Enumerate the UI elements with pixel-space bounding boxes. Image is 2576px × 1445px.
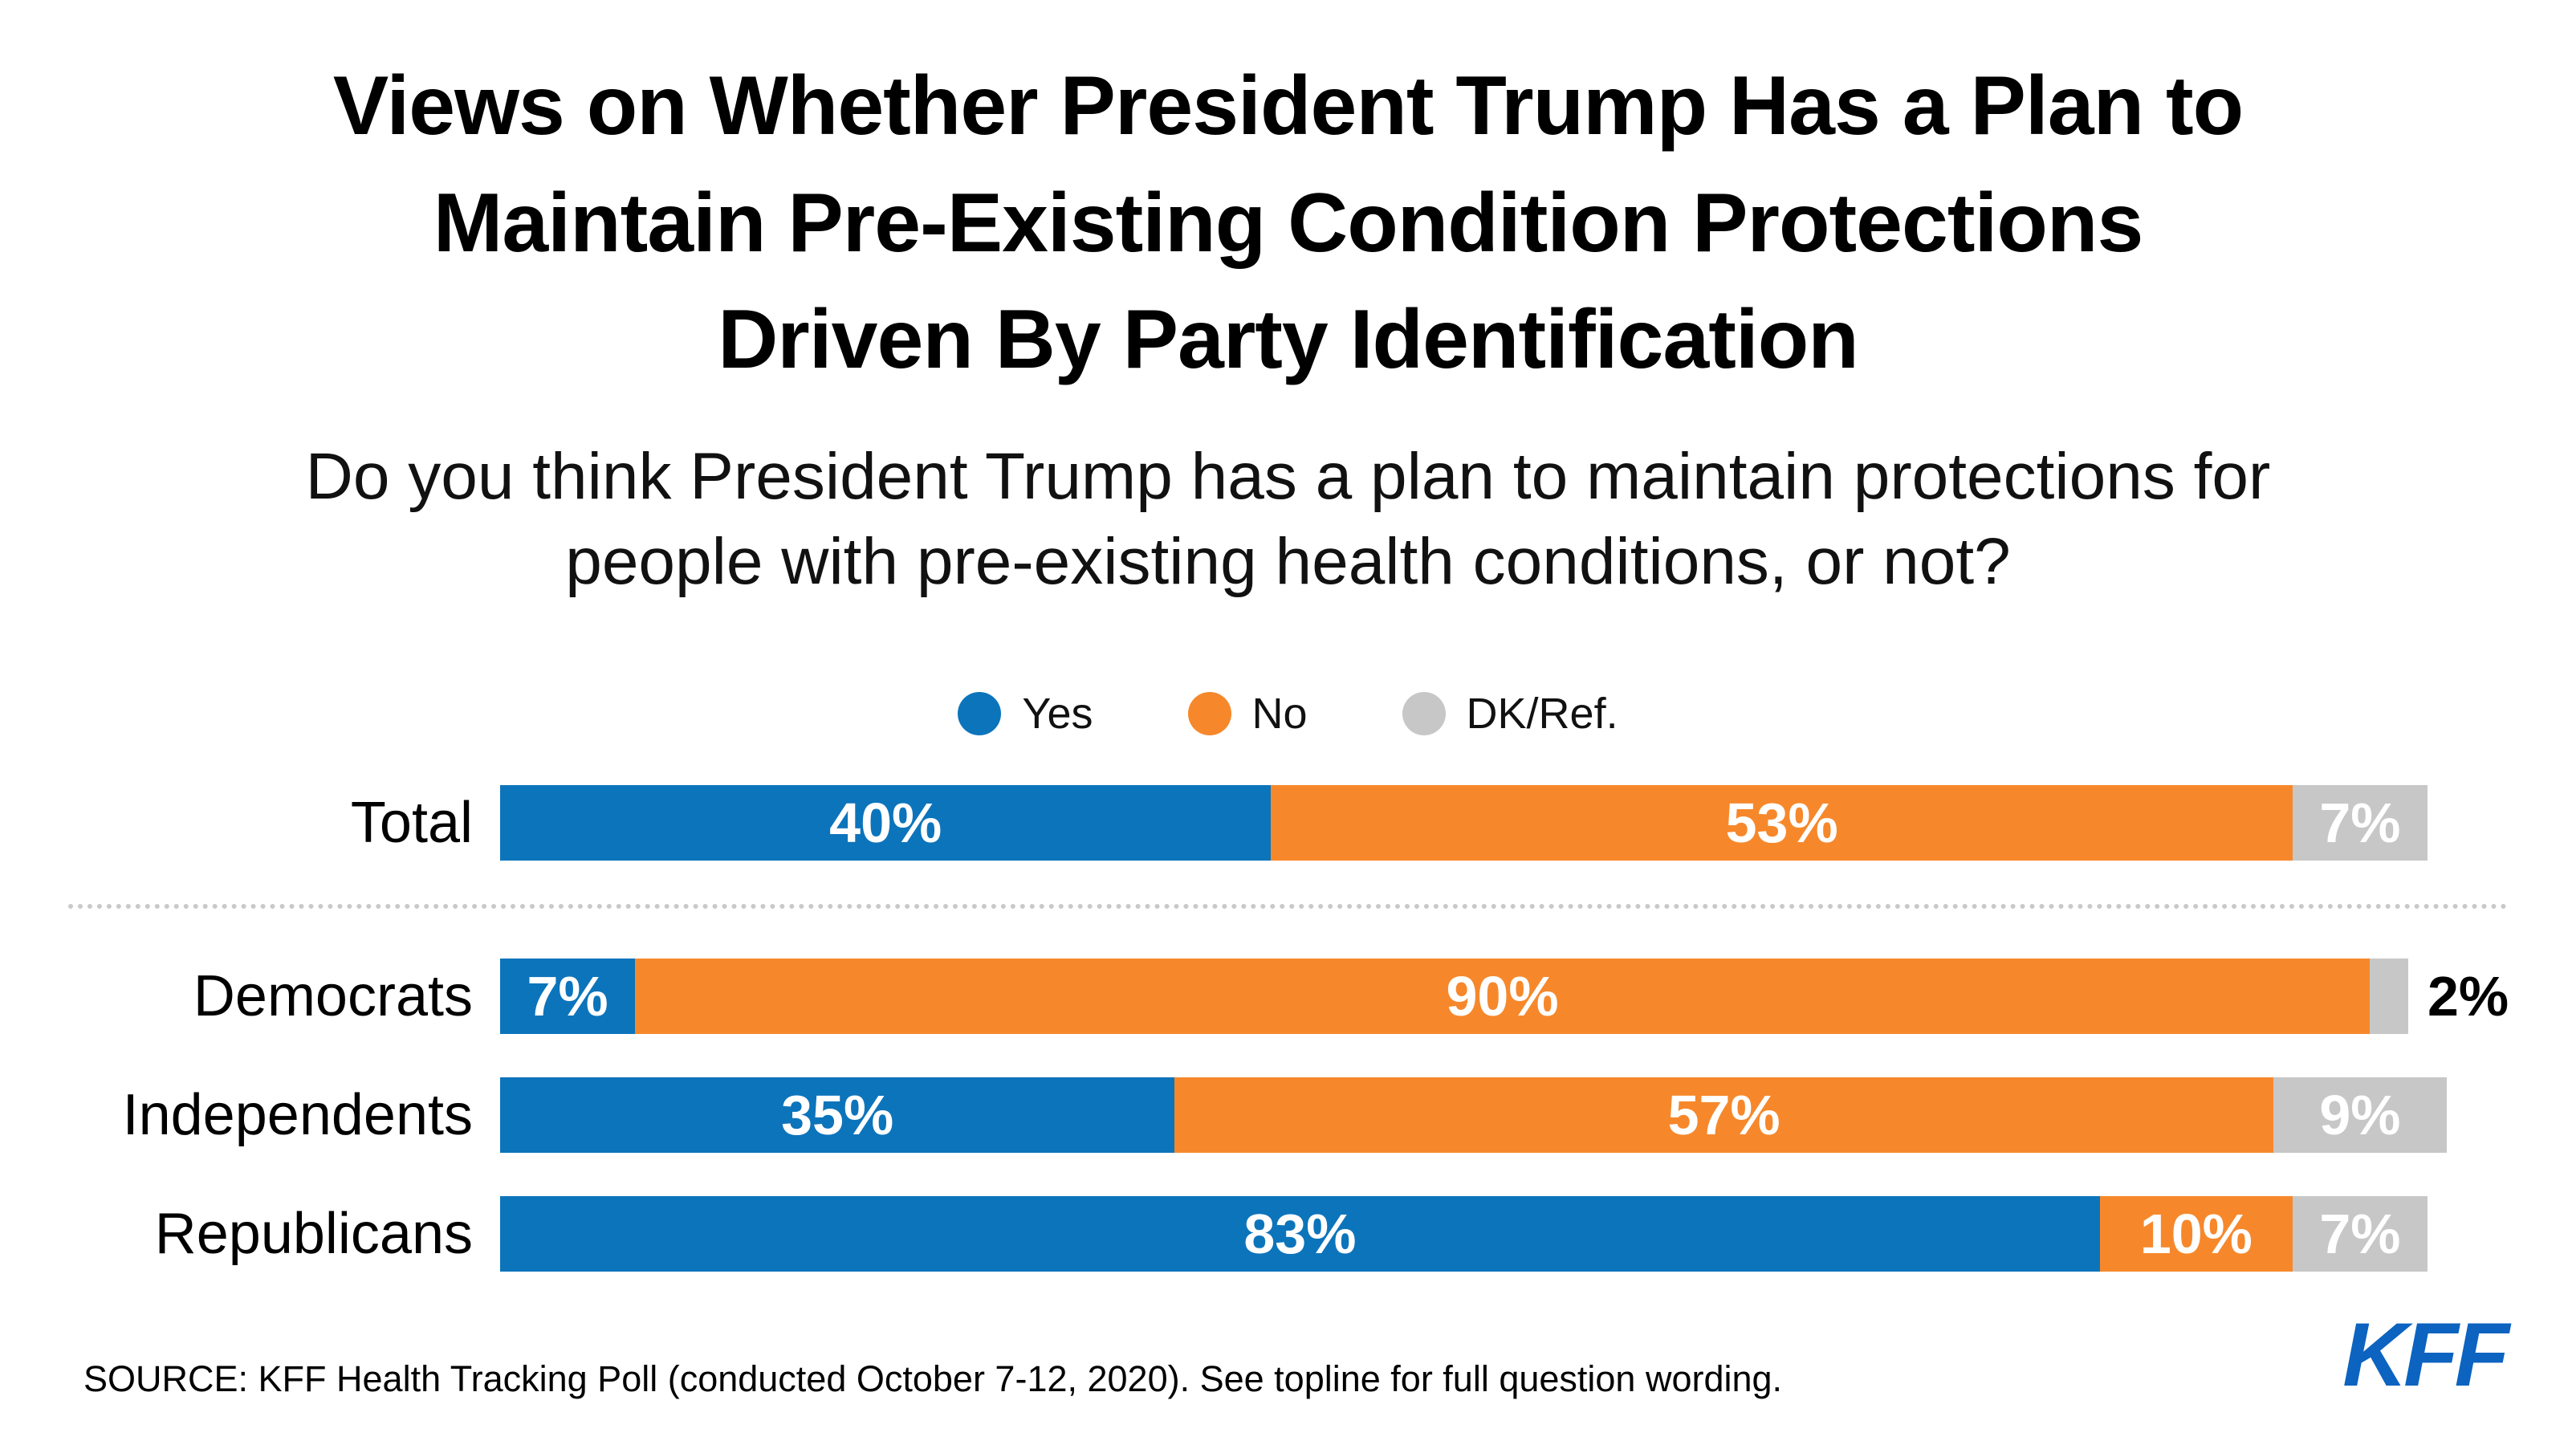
chart-subtitle-line-2: people with pre-existing health conditio… [565, 525, 2011, 599]
bar-value-label: 7% [2319, 791, 2401, 854]
bar-value-label: 53% [1725, 791, 1838, 854]
bar-value-label: 40% [829, 791, 942, 854]
source-note: SOURCE: KFF Health Tracking Poll (conduc… [83, 1358, 1783, 1399]
chart-title: Views on Whether President Trump Has a P… [0, 48, 2576, 399]
chart-subtitle-line-1: Do you think President Trump has a plan … [305, 439, 2271, 513]
bar-value-label: 90% [1446, 964, 1559, 1028]
bar-segment-no-republicans: 10% [2099, 1195, 2293, 1272]
bar-segment-yes-independents: 35% [500, 1077, 1175, 1153]
chart-title-line-1: Views on Whether President Trump Has a P… [332, 59, 2244, 153]
bar-segment-dk-ref-independents: 9% [2273, 1077, 2447, 1153]
bar-track-independents: 35% 57% 9% [500, 1077, 2447, 1153]
legend-label: No [1251, 689, 1308, 738]
outside-value-label: 2% [2427, 964, 2509, 1028]
legend-item-dk-ref: DK/Ref. [1402, 689, 1618, 739]
bar-segment-yes-republicans: 83% [500, 1195, 2100, 1272]
bar-track-republicans: 83% 10% 7% [500, 1195, 2427, 1272]
bar-segment-dk-ref-republicans: 7% [2292, 1195, 2427, 1272]
bar-segment-yes-democrats: 7% [500, 958, 636, 1034]
category-label-independents: Independents [122, 1082, 473, 1147]
chart-title-line-3: Driven By Party Identification [718, 293, 1859, 387]
bar-chart: Total 40% 53% 7% Democrats 7% 90% 2% Independent… [0, 784, 2576, 1272]
category-label-democrats: Democrats [193, 963, 473, 1028]
bar-segment-dk-ref-democrats [2369, 958, 2408, 1034]
category-label-republicans: Republicans [154, 1201, 473, 1266]
footer: SOURCE: KFF Health Tracking Poll (conduc… [83, 1310, 2513, 1400]
legend-label: DK/Ref. [1466, 689, 1618, 738]
bar-row-republicans: Republicans 83% 10% 7% [0, 1195, 2576, 1272]
bar-segment-no-total: 53% [1271, 784, 2293, 861]
divider-line [68, 903, 2508, 909]
legend: Yes No DK/Ref. [0, 689, 2576, 739]
dk-ref-legend-dot-icon [1402, 691, 1446, 735]
bar-value-label: 9% [2319, 1083, 2401, 1146]
category-label-total: Total [350, 790, 473, 855]
bar-value-label: 57% [1667, 1083, 1780, 1146]
bar-track-total: 40% 53% 7% [500, 784, 2427, 861]
bar-row-independents: Independents 35% 57% 9% [0, 1077, 2576, 1153]
yes-legend-dot-icon [958, 691, 1002, 735]
chart-subtitle: Do you think President Trump has a plan … [0, 434, 2576, 605]
bar-row-democrats: Democrats 7% 90% 2% [0, 958, 2576, 1034]
bar-value-label: 10% [2139, 1202, 2252, 1265]
bar-segment-yes-total: 40% [500, 784, 1272, 861]
legend-label: Yes [1022, 689, 1093, 738]
bar-segment-dk-ref-total: 7% [2292, 784, 2427, 861]
bar-value-label: 7% [2319, 1202, 2401, 1265]
bar-value-label: 7% [527, 964, 608, 1028]
chart-title-line-2: Maintain Pre-Existing Condition Protecti… [433, 176, 2144, 270]
legend-item-yes: Yes [958, 689, 1093, 739]
bar-value-label: 35% [781, 1083, 894, 1146]
bar-track-democrats: 7% 90% 2% [500, 958, 2509, 1034]
kff-logo: KFF [2342, 1305, 2509, 1405]
legend-item-no: No [1187, 689, 1308, 739]
bar-segment-no-democrats: 90% [635, 958, 2370, 1034]
no-legend-dot-icon [1187, 691, 1231, 735]
bar-segment-no-independents: 57% [1174, 1077, 2273, 1153]
bar-value-label: 83% [1243, 1202, 1357, 1265]
bar-row-total: Total 40% 53% 7% [0, 784, 2576, 861]
